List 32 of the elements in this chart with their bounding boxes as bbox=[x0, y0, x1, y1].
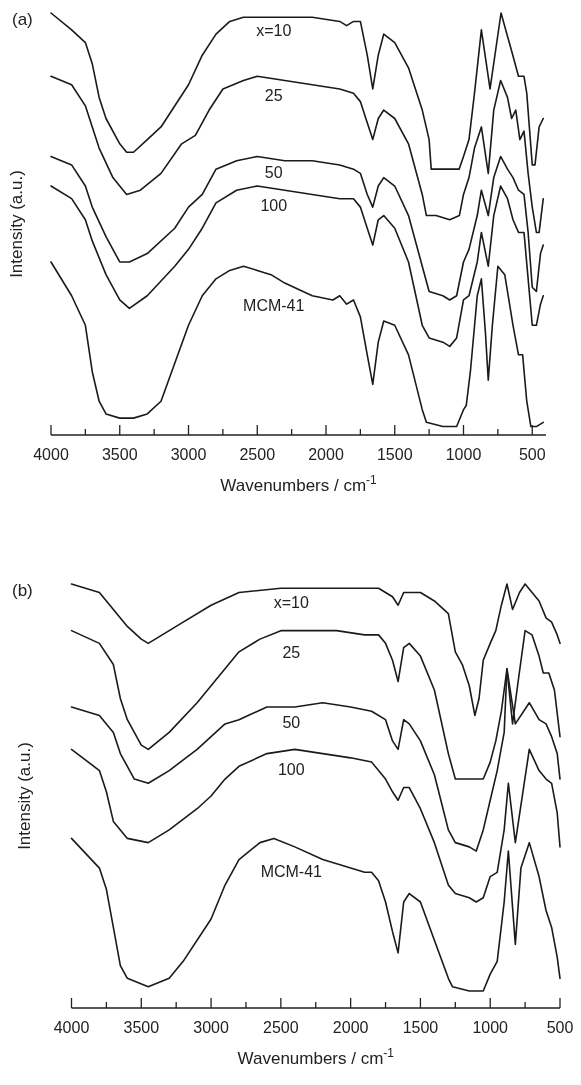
series-label: MCM-41 bbox=[260, 863, 323, 881]
x-tick-label: 2500 bbox=[263, 1019, 299, 1036]
chart-title: (a) bbox=[12, 10, 33, 29]
x-tick-label: 1000 bbox=[472, 1019, 509, 1036]
x-tick-label: 3500 bbox=[101, 446, 138, 463]
chart-title: (b) bbox=[12, 581, 33, 600]
series-label: 100 bbox=[260, 196, 288, 214]
y-axis-title: Intensity (a.u.) bbox=[7, 170, 26, 278]
x-axis-title: Wavenumbers / cm$^{-1}$ bbox=[237, 1046, 395, 1068]
x-tick-label: 3500 bbox=[123, 1019, 160, 1036]
series-label: x=10 bbox=[256, 21, 292, 39]
x-tick-label: 1000 bbox=[445, 446, 482, 463]
x-tick-label: 1500 bbox=[402, 1019, 439, 1036]
x-tick-label: 2000 bbox=[332, 1019, 369, 1036]
x-tick-label: 1500 bbox=[376, 446, 413, 463]
x-tick-label: 4000 bbox=[53, 1019, 90, 1036]
series-label: 25 bbox=[282, 643, 301, 661]
y-axis-title: Intensity (a.u.) bbox=[15, 742, 34, 850]
series-label: 25 bbox=[264, 87, 283, 105]
x-axis-title: Wavenumbers / cm$^{-1}$ bbox=[220, 473, 378, 495]
series-label: x=10 bbox=[273, 593, 309, 611]
series-label: 100 bbox=[277, 761, 305, 779]
x-tick-label: 2000 bbox=[308, 446, 344, 463]
series-label: 50 bbox=[282, 714, 301, 732]
x-tick-label: 500 bbox=[518, 446, 546, 463]
x-tick-label: 500 bbox=[546, 1019, 574, 1036]
series-label: MCM-41 bbox=[243, 296, 305, 314]
x-tick-label: 4000 bbox=[33, 446, 69, 463]
x-tick-label: 2500 bbox=[239, 446, 276, 463]
x-tick-label: 3000 bbox=[170, 446, 207, 463]
series-label: 50 bbox=[264, 163, 283, 181]
x-tick-label: 3000 bbox=[193, 1019, 229, 1036]
